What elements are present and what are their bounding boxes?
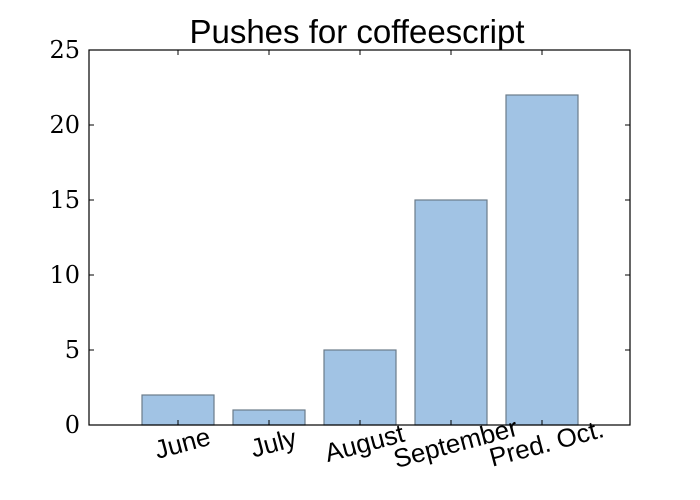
bar-pred-oct	[505, 94, 579, 426]
y-tick-label: 5	[65, 336, 80, 364]
chart-title: Pushes for coffeescript	[189, 13, 524, 50]
bar-august	[323, 349, 397, 426]
bars-group	[141, 94, 579, 426]
x-tick-label: June	[151, 421, 213, 465]
y-tick-label: 25	[49, 36, 80, 64]
plot-frame	[88, 49, 631, 426]
x-tick-label: July	[247, 422, 299, 463]
y-tick-label: 20	[49, 111, 80, 139]
bar-september	[414, 199, 488, 426]
y-tick-label: 15	[49, 186, 80, 214]
y-tick-label: 10	[49, 261, 80, 289]
y-tick-label: 0	[65, 411, 80, 439]
y-tick-labels: 0 5 10 15 20 25	[49, 36, 80, 439]
